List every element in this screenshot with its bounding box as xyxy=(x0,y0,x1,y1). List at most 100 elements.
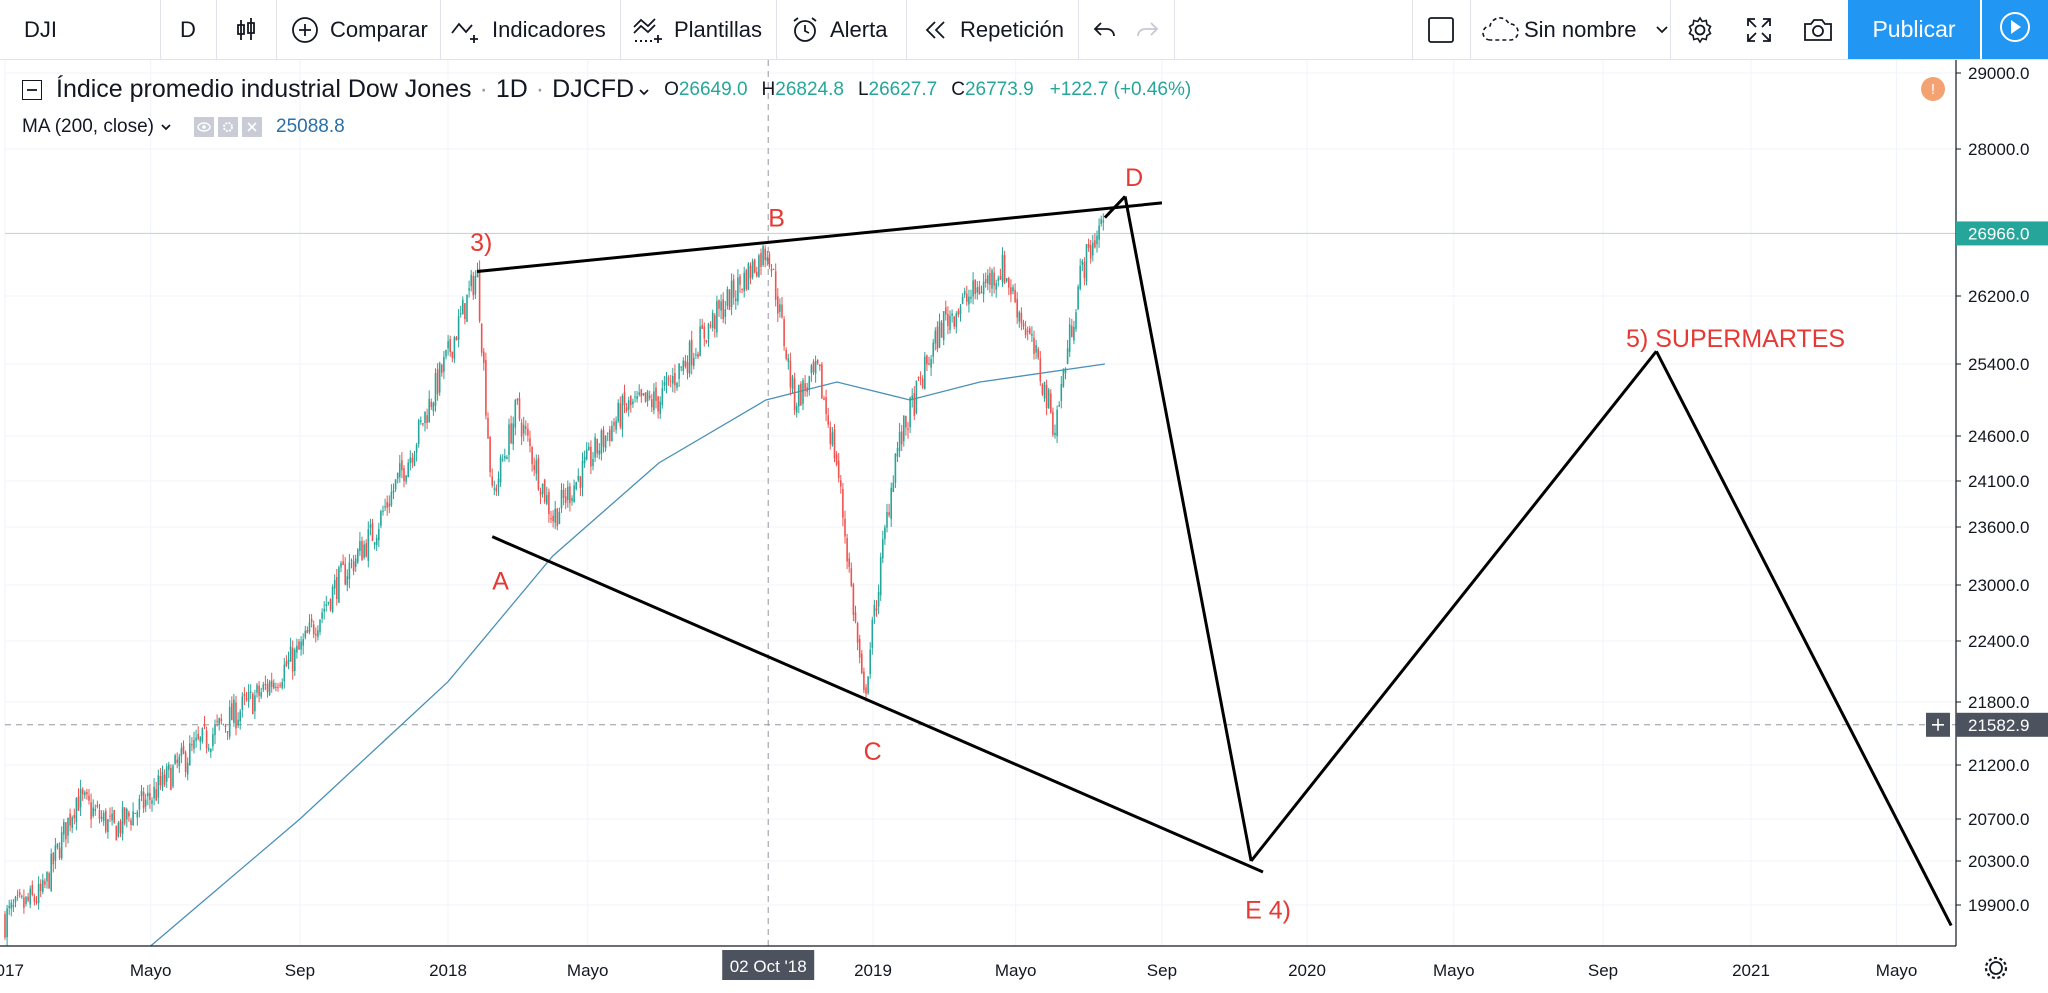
play-button[interactable] xyxy=(1982,0,2048,59)
candle-body xyxy=(504,456,506,459)
candle-body xyxy=(711,312,714,328)
candle-body xyxy=(554,508,556,523)
candle-body xyxy=(558,511,561,525)
trend-line[interactable] xyxy=(491,535,1264,874)
replay-button[interactable]: Repetición xyxy=(922,0,1064,59)
ma-value: 25088.8 xyxy=(276,116,345,137)
candle-body xyxy=(844,518,846,537)
candle-body xyxy=(235,702,237,729)
candle-body xyxy=(819,364,821,367)
candle-body xyxy=(1022,322,1025,327)
candle-body xyxy=(340,563,342,568)
candle-body xyxy=(548,492,550,515)
layout-button[interactable] xyxy=(1413,0,1469,59)
candle-body xyxy=(991,270,993,289)
candle-body xyxy=(581,460,584,488)
candle-body xyxy=(527,428,529,436)
collapse-icon[interactable] xyxy=(22,79,42,100)
candle-body xyxy=(703,326,706,339)
chevron-down-icon[interactable] xyxy=(638,75,650,104)
alert-button[interactable]: Alerta xyxy=(790,0,887,59)
candle-body xyxy=(955,313,958,327)
trend-line[interactable] xyxy=(1103,195,1127,219)
alert-label: Alerta xyxy=(830,16,888,42)
candle-body xyxy=(1029,328,1031,334)
candle-body xyxy=(195,737,197,741)
trend-line[interactable] xyxy=(1655,350,1953,927)
chart-style-button[interactable] xyxy=(217,0,275,59)
candle-body xyxy=(669,380,672,382)
candle-body xyxy=(140,790,143,796)
candle-body xyxy=(478,268,481,322)
redo-button[interactable] xyxy=(1132,0,1162,59)
candle-body xyxy=(1001,254,1004,283)
eye-icon[interactable] xyxy=(194,117,214,137)
symbol-search-button[interactable]: DJI xyxy=(24,0,57,59)
candle-body xyxy=(774,271,777,300)
candle-body xyxy=(959,306,962,315)
indicators-label: Indicadores xyxy=(492,16,606,42)
candle-body xyxy=(86,791,88,795)
candle-body xyxy=(1100,219,1102,225)
settings-button[interactable] xyxy=(1671,0,1729,59)
annotations: 3) A B C D E 4) 5) SUPERMARTES xyxy=(470,164,1845,925)
time-axis[interactable]: 2017 Mayo Sep 2018 Mayo 2019 Mayo Sep 2020 Mayo Se… xyxy=(0,945,2008,980)
fullscreen-button[interactable] xyxy=(1730,0,1788,59)
candle-body xyxy=(205,730,208,749)
candle-body xyxy=(579,476,582,489)
legend-interval: 1D xyxy=(495,75,528,103)
candle-body xyxy=(529,438,531,447)
candle-body xyxy=(422,423,424,425)
price-axis[interactable]: 29000.0 28000.0 26200.0 25400.0 24600.0 24100… xyxy=(1926,60,2048,993)
candle-body xyxy=(833,429,836,459)
gear-icon[interactable] xyxy=(218,117,238,137)
candle-body xyxy=(829,427,832,444)
candle-body xyxy=(304,630,307,638)
candle-body xyxy=(121,806,124,834)
publish-button[interactable]: Publicar xyxy=(1848,0,1980,59)
candle-body xyxy=(96,804,99,807)
trend-line[interactable] xyxy=(1249,350,1658,862)
axis-settings-icon[interactable] xyxy=(1984,956,2008,980)
compare-button[interactable]: Comparar xyxy=(290,0,428,59)
plus-icon[interactable] xyxy=(1932,718,1944,731)
interval-button[interactable]: D xyxy=(161,0,215,59)
screenshot-button[interactable] xyxy=(1789,0,1847,59)
price-tick-label: 22400.0 xyxy=(1968,632,2029,651)
indicators-button[interactable]: Indicadores xyxy=(450,0,606,59)
wave-label: B xyxy=(768,205,785,233)
candle-body xyxy=(291,648,294,672)
candle-body xyxy=(506,456,508,459)
price-tick-label: 21200.0 xyxy=(1968,756,2029,775)
ma-label[interactable]: MA (200, close) xyxy=(22,116,154,137)
drawings[interactable] xyxy=(476,195,1953,927)
close-icon[interactable] xyxy=(242,117,262,137)
candle-body xyxy=(651,399,653,408)
candle-body xyxy=(552,515,554,522)
chevron-down-icon[interactable] xyxy=(160,116,172,138)
candle-body xyxy=(1050,393,1052,413)
candle-body xyxy=(457,316,460,340)
trend-line[interactable] xyxy=(476,201,1163,273)
candle-body xyxy=(149,792,151,801)
trend-line[interactable] xyxy=(1123,196,1253,862)
candle-body xyxy=(119,821,122,834)
open-value: 26649.0 xyxy=(678,78,748,100)
toolbar-divider xyxy=(1174,0,1175,59)
candle-body xyxy=(693,357,695,366)
low-value: 26627.7 xyxy=(868,78,938,100)
candle-body xyxy=(1052,411,1054,435)
templates-button[interactable]: Plantillas xyxy=(632,0,762,59)
candle-body xyxy=(296,645,298,653)
toolbar-divider xyxy=(620,0,621,59)
undo-button[interactable] xyxy=(1090,0,1120,59)
candle-body xyxy=(426,415,428,423)
save-layout-button[interactable]: Sin nombre xyxy=(1480,0,1669,59)
alert-indicator-icon[interactable]: ! xyxy=(1921,77,1945,101)
candle-body xyxy=(18,892,21,895)
candle-body xyxy=(697,353,699,357)
candle-body xyxy=(220,718,223,722)
candle-body xyxy=(126,808,128,820)
gear-icon xyxy=(1685,15,1715,45)
